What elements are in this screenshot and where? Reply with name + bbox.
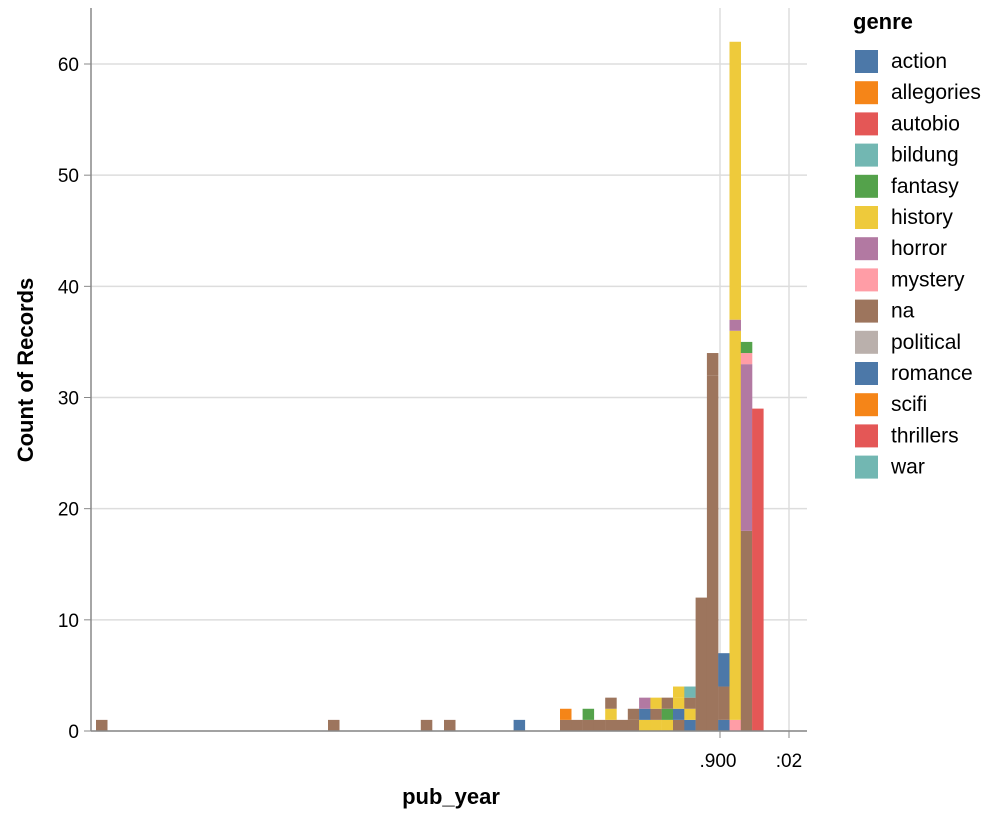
bar-segment-horror xyxy=(740,364,753,531)
bar-segment-horror xyxy=(729,319,741,331)
legend-swatch-scifi xyxy=(855,393,878,417)
legend-label-mystery: mystery xyxy=(891,268,965,291)
bar-segment-na xyxy=(605,697,617,709)
x-ticks: .900 :02 xyxy=(700,731,802,772)
legend: action allegories autobio bildung fantasy his… xyxy=(855,50,981,479)
bar-segment-na xyxy=(582,719,595,731)
bar-segment-na xyxy=(661,697,674,709)
bar-segment-history xyxy=(650,697,662,709)
legend-label-na: na xyxy=(891,300,915,323)
legend-label-scifi: scifi xyxy=(891,393,927,416)
bar-segment-na xyxy=(444,719,456,731)
bar-segment-na xyxy=(627,719,640,731)
bar-segment-na xyxy=(673,719,685,731)
y-tick-label: 40 xyxy=(58,277,79,298)
legend-title: genre xyxy=(853,9,913,34)
y-tick-label: 60 xyxy=(58,55,79,76)
x-axis-title: pub_year xyxy=(402,784,500,809)
bar-segment-history xyxy=(729,330,741,720)
legend-swatch-bildung xyxy=(855,143,878,167)
bar-segment-fantasy xyxy=(582,708,595,720)
legend-label-horror: horror xyxy=(891,237,947,260)
bar-segment-na xyxy=(616,719,628,731)
bar-segment-na xyxy=(740,530,753,731)
bar-segment-bildung xyxy=(684,686,696,698)
bar-segment-history xyxy=(661,719,674,731)
bar-segment-history xyxy=(650,719,662,731)
legend-label-war: war xyxy=(890,456,925,479)
bar-segment-fantasy xyxy=(661,708,674,720)
legend-label-fantasy: fantasy xyxy=(891,175,959,198)
legend-swatch-romance xyxy=(855,362,878,385)
legend-label-political: political xyxy=(891,331,961,354)
y-tick-label: 0 xyxy=(68,722,79,743)
legend-swatch-horror xyxy=(855,237,878,261)
y-tick-label: 10 xyxy=(58,611,79,632)
bar-segment-na xyxy=(560,719,572,731)
bar-segment-na xyxy=(650,708,662,720)
legend-swatch-action xyxy=(855,50,878,73)
legend-swatch-mystery xyxy=(855,268,878,292)
bar-segment-horror xyxy=(639,697,651,709)
legend-label-allegories: allegories xyxy=(891,81,981,104)
bar-segment-action xyxy=(718,719,730,731)
bars xyxy=(96,41,764,731)
y-axis-title: Count of Records xyxy=(13,278,38,463)
legend-label-action: action xyxy=(891,50,947,73)
bar-segment-na xyxy=(627,708,640,720)
bar-segment-history xyxy=(684,708,696,720)
bar-segment-na xyxy=(96,719,108,731)
bar-segment-history xyxy=(639,719,651,731)
y-ticks: 0 10 20 30 40 50 60 xyxy=(58,55,91,743)
y-tick-label: 50 xyxy=(58,166,79,187)
bar-segment-mystery xyxy=(729,719,741,731)
bar-segment-history xyxy=(673,686,685,698)
legend-label-autobio: autobio xyxy=(891,112,960,135)
bar-segment-history xyxy=(729,41,741,320)
bar-segment-thrillers xyxy=(752,408,764,731)
legend-swatch-allegories xyxy=(855,81,878,105)
bar-segment-romance xyxy=(718,653,730,687)
legend-label-history: history xyxy=(891,206,953,229)
legend-swatch-war xyxy=(855,455,878,479)
bar-segment-action xyxy=(639,708,651,720)
bar-segment-history xyxy=(605,708,617,720)
bar-segment-allegories xyxy=(560,708,572,720)
bar-segment-mystery xyxy=(740,353,753,365)
bar-segment-na xyxy=(684,697,696,709)
bar-segment-na xyxy=(571,719,583,731)
gridlines xyxy=(91,8,807,732)
x-tick-label: .900 xyxy=(700,751,737,772)
axes xyxy=(90,8,807,732)
bar-segment-na xyxy=(706,375,719,731)
legend-swatch-thrillers xyxy=(855,424,878,448)
x-tick-label: :02 xyxy=(776,751,802,772)
legend-label-thrillers: thrillers xyxy=(891,424,959,447)
legend-label-romance: romance xyxy=(891,362,973,385)
bar-segment-romance xyxy=(673,708,685,720)
legend-swatch-history xyxy=(855,206,878,229)
y-tick-label: 20 xyxy=(58,500,79,521)
bar-segment-na xyxy=(695,597,708,731)
bar-segment-na xyxy=(718,686,730,720)
bar-segment-na xyxy=(706,353,719,376)
bar-segment-history xyxy=(673,697,685,709)
legend-swatch-fantasy xyxy=(855,174,878,198)
bar-segment-na xyxy=(328,719,340,731)
legend-swatch-political xyxy=(855,330,878,354)
y-tick-label: 30 xyxy=(58,389,79,410)
bar-segment-action xyxy=(513,719,526,731)
legend-swatch-autobio xyxy=(855,112,878,136)
legend-swatch-na xyxy=(855,299,878,323)
bar-segment-na xyxy=(420,719,433,731)
bar-segment-fantasy xyxy=(740,341,753,354)
bar-segment-action xyxy=(684,719,696,731)
bar-segment-na xyxy=(593,719,606,731)
bar-segment-na xyxy=(605,719,617,731)
legend-label-bildung: bildung xyxy=(891,144,959,167)
